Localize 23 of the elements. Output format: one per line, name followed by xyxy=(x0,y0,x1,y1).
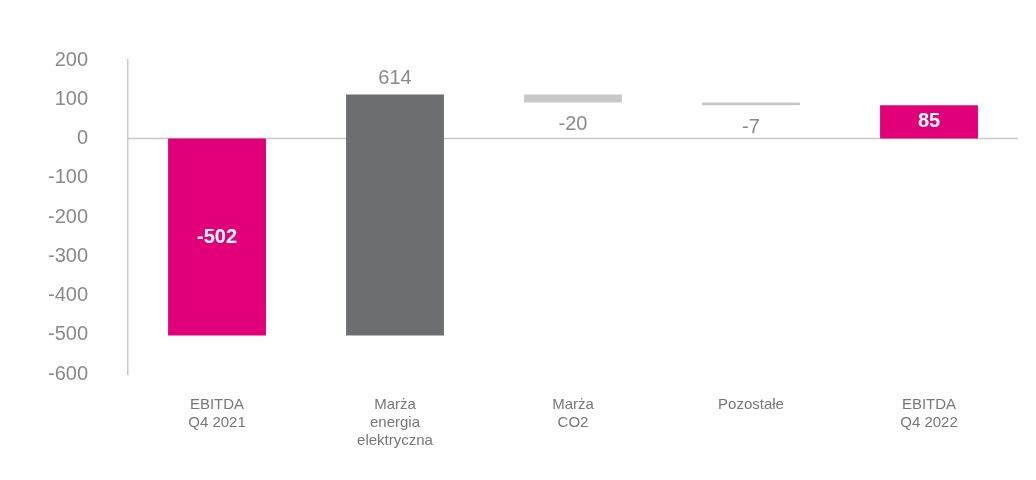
y-tick-label: 200 xyxy=(54,47,89,70)
y-tick-label: -200 xyxy=(48,204,89,227)
bar xyxy=(168,138,266,336)
data-label: 85 xyxy=(917,109,941,132)
x-tick-label: Pozostałe xyxy=(718,395,784,413)
x-tick-label: Marża CO2 xyxy=(552,395,595,431)
y-tick-label: 0 xyxy=(76,126,89,149)
x-tick-label: EBITDA Q4 2022 xyxy=(900,395,958,431)
bar xyxy=(880,105,978,139)
y-tick-label: -100 xyxy=(48,165,89,188)
data-label: -20 xyxy=(558,111,588,134)
data-label: 614 xyxy=(378,66,412,89)
data-label: -502 xyxy=(197,224,238,247)
data-label: -7 xyxy=(742,114,760,137)
y-tick-label: 100 xyxy=(54,86,89,109)
y-tick-label: -500 xyxy=(48,322,89,345)
y-tick-label: -600 xyxy=(48,361,89,384)
bar xyxy=(702,102,800,106)
y-tick-label: -300 xyxy=(48,243,89,266)
x-tick-label: Marża energia elektryczna xyxy=(357,395,434,449)
bar xyxy=(346,94,444,336)
y-tick-label: -400 xyxy=(48,283,89,306)
x-tick-label: EBITDA Q4 2021 xyxy=(188,395,246,431)
